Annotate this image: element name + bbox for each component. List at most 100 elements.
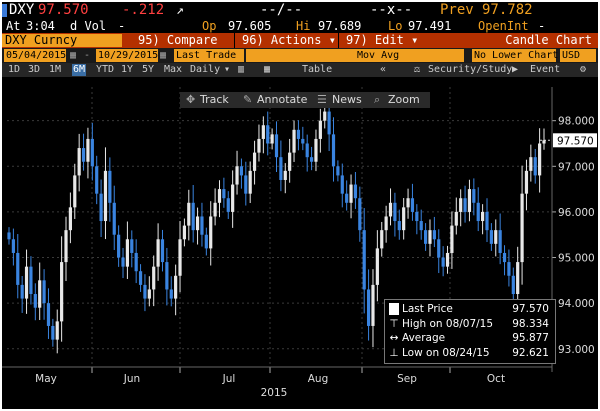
candle-body — [248, 170, 252, 194]
event-icon[interactable]: ▶ — [512, 64, 519, 75]
candlestick-chart[interactable]: 93.000 94.000 95.000 96.000 97.000 98.000 May… — [2, 77, 598, 409]
low-value: 97.491 — [408, 19, 452, 33]
compare-button[interactable]: 95) Compare — [138, 33, 218, 48]
ticker-marker — [2, 4, 7, 17]
track-button[interactable]: Track — [200, 93, 229, 106]
candle — [345, 180, 349, 211]
last-price-box — [553, 133, 597, 148]
zoom-icon[interactable]: ⌕ — [374, 93, 381, 106]
candle-body — [349, 184, 353, 203]
candle — [371, 269, 375, 348]
chart-type[interactable]: Candle Chart — [505, 33, 592, 47]
candle — [358, 186, 362, 242]
candle-body — [516, 262, 520, 295]
security-field[interactable]: DXY Curncy — [2, 34, 122, 47]
chevron-down-icon: ▾ — [328, 33, 336, 47]
trade-field-select[interactable]: Last Trade — [174, 49, 244, 62]
candle — [538, 128, 542, 193]
security-study-icon[interactable]: ⚖ — [414, 64, 421, 75]
annotate-button[interactable]: Annotate — [257, 93, 308, 106]
grid-icon[interactable]: ▦ — [264, 64, 271, 75]
start-date-field[interactable]: 05/04/2015 — [4, 49, 67, 62]
candle-body — [345, 193, 349, 203]
zoom-button[interactable]: Zoom — [388, 93, 420, 106]
period-max[interactable]: Max — [164, 64, 183, 75]
candle-body — [178, 239, 182, 276]
chart-type-icon[interactable]: ▥ — [238, 64, 245, 75]
edit-button[interactable]: 97) Edit ▾ — [346, 33, 418, 48]
news-icon[interactable]: ☰ — [317, 93, 327, 106]
candle-body — [33, 294, 37, 308]
prev-label: Prev — [440, 2, 474, 18]
event-button[interactable]: Event — [530, 64, 561, 75]
chevron-down-icon[interactable]: ▾ — [224, 64, 231, 75]
period-1m[interactable]: 1M — [49, 64, 62, 75]
calendar-icon[interactable]: ▦ — [160, 50, 167, 61]
candle-body — [380, 230, 384, 249]
candle — [200, 202, 204, 247]
date-dash: - — [84, 50, 91, 61]
candle-body — [489, 230, 493, 244]
candle — [459, 189, 463, 227]
crosshair-icon[interactable]: ✥ — [186, 93, 196, 106]
calendar-icon[interactable]: ▦ — [70, 50, 77, 61]
candle — [134, 239, 138, 284]
candle — [156, 223, 160, 281]
end-date-field[interactable]: 10/29/2015 — [96, 49, 159, 62]
candle — [20, 276, 24, 313]
candle — [331, 117, 336, 182]
candle — [138, 264, 143, 292]
candle — [24, 249, 29, 314]
candle — [117, 225, 121, 267]
actions-button[interactable]: 96) Actions ▾ — [242, 33, 336, 48]
period-1y[interactable]: 1Y — [121, 64, 134, 75]
candle — [7, 227, 11, 245]
table-button[interactable]: Table — [302, 64, 333, 75]
candle — [305, 134, 309, 172]
period-3d[interactable]: 3D — [28, 64, 41, 75]
frequency-select[interactable]: Daily — [190, 64, 221, 75]
gear-icon[interactable]: ⚙ — [580, 64, 587, 75]
candle — [178, 221, 182, 293]
candle — [152, 255, 156, 307]
candle — [428, 219, 432, 257]
toolbar-divider — [338, 33, 339, 48]
candle — [125, 221, 130, 279]
candle — [336, 160, 340, 182]
x-tick-label: Oct — [487, 373, 505, 385]
pencil-icon[interactable]: ✎ — [243, 93, 253, 106]
candle-body — [393, 202, 397, 222]
period-6m[interactable]: 6M — [72, 64, 87, 76]
candle — [279, 140, 283, 192]
mov-avg-field[interactable] — [346, 49, 464, 62]
candle — [266, 111, 270, 156]
candle — [375, 230, 379, 302]
candle-body — [494, 230, 498, 244]
currency-select[interactable]: USD — [560, 49, 596, 62]
candle-body — [292, 129, 296, 153]
candle — [274, 121, 279, 172]
candle-body — [533, 157, 537, 176]
candle-body — [143, 284, 147, 299]
candle — [239, 158, 244, 189]
candle-body — [121, 257, 125, 267]
candle — [182, 218, 187, 247]
news-button[interactable]: News — [332, 93, 362, 106]
security-study-button[interactable]: Security/Study — [428, 64, 513, 75]
candle — [542, 128, 546, 150]
period-ytd[interactable]: YTD — [96, 64, 115, 75]
high-value: 97.689 — [318, 19, 362, 33]
candle — [318, 108, 322, 153]
high-marker-icon: ⊤ — [389, 318, 399, 330]
candle-body — [437, 239, 441, 258]
candle — [121, 247, 125, 279]
lower-chart-select[interactable]: No Lower Chart — [472, 49, 559, 62]
net-change: -.212 — [122, 2, 165, 18]
candle-body — [261, 125, 265, 139]
period-5y[interactable]: 5Y — [142, 64, 155, 75]
period-1d[interactable]: 1D — [8, 64, 21, 75]
candle-body — [55, 321, 59, 340]
collapse-icon[interactable]: « — [380, 64, 387, 75]
candle-body — [68, 207, 72, 231]
candle-body — [296, 129, 301, 139]
